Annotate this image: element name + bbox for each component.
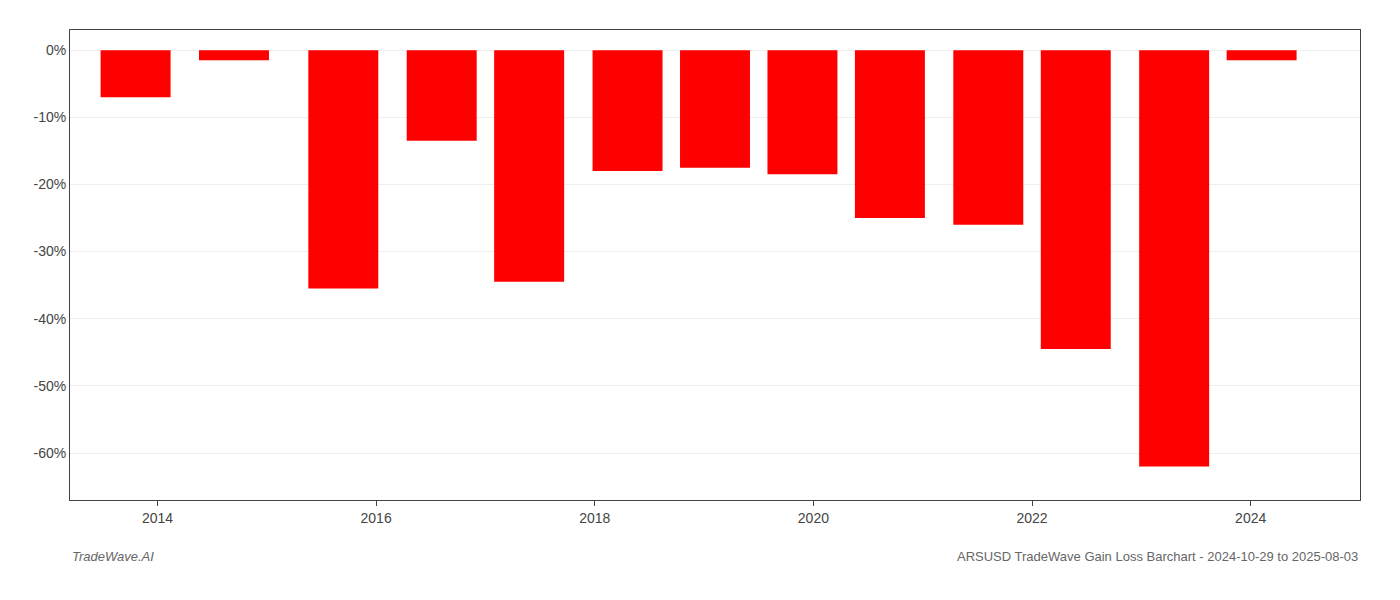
svg-text:-10%: -10% — [34, 109, 67, 125]
svg-text:2022: 2022 — [1016, 510, 1047, 526]
svg-text:-30%: -30% — [34, 243, 67, 259]
svg-text:2024: 2024 — [1235, 510, 1266, 526]
svg-text:-40%: -40% — [34, 311, 67, 327]
svg-text:2018: 2018 — [579, 510, 610, 526]
svg-text:-20%: -20% — [34, 176, 67, 192]
svg-text:2020: 2020 — [798, 510, 829, 526]
svg-text:TradeWave.AI: TradeWave.AI — [72, 549, 154, 564]
svg-text:2014: 2014 — [142, 510, 173, 526]
svg-text:-60%: -60% — [34, 445, 67, 461]
svg-text:-50%: -50% — [34, 378, 67, 394]
svg-text:2016: 2016 — [361, 510, 392, 526]
svg-text:0%: 0% — [46, 42, 66, 58]
svg-text:ARSUSD TradeWave Gain Loss Bar: ARSUSD TradeWave Gain Loss Barchart - 20… — [957, 549, 1358, 564]
